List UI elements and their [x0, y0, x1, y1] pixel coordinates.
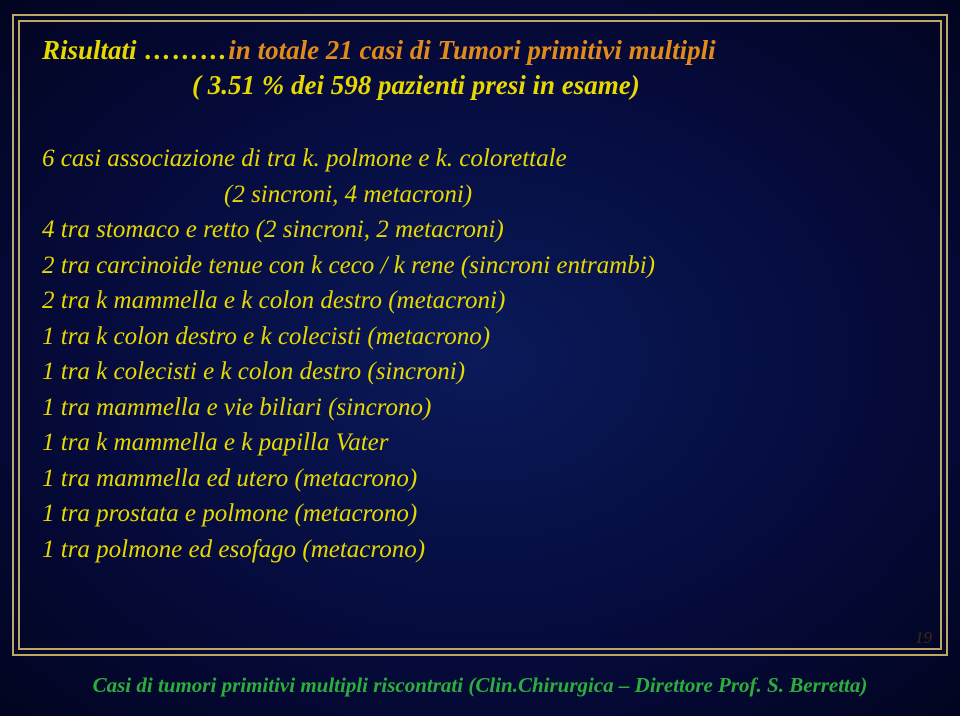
title-word-risultati: Risultati: [42, 35, 137, 65]
list-item: 1 tra k mammella e k papilla Vater: [42, 425, 918, 461]
slide-title: Risultati ………in totale 21 casi di Tumori…: [42, 32, 918, 68]
slide-footer: Casi di tumori primitivi multipli riscon…: [0, 673, 960, 698]
list-item: 1 tra k colon destro e k colecisti (meta…: [42, 319, 918, 355]
list-item: 2 tra k mammella e k colon destro (metac…: [42, 283, 918, 319]
list-item: 1 tra polmone ed esofago (metacrono): [42, 532, 918, 568]
slide-subtitle: ( 3.51 % dei 598 pazienti presi in esame…: [192, 70, 918, 101]
list-item: 1 tra mammella e vie biliari (sincrono): [42, 390, 918, 426]
title-dots: ………: [137, 35, 229, 65]
results-list: 6 casi associazione di tra k. polmone e …: [42, 141, 918, 567]
page-number: 19: [915, 628, 932, 648]
slide-content: Risultati ………in totale 21 casi di Tumori…: [18, 20, 942, 650]
list-item: 6 casi associazione di tra k. polmone e …: [42, 141, 918, 177]
list-item: 1 tra mammella ed utero (metacrono): [42, 461, 918, 497]
list-item: 1 tra k colecisti e k colon destro (sinc…: [42, 354, 918, 390]
title-rest: in totale 21 casi di Tumori primitivi mu…: [228, 35, 715, 65]
list-item: 4 tra stomaco e retto (2 sincroni, 2 met…: [42, 212, 918, 248]
list-item: (2 sincroni, 4 metacroni): [224, 177, 918, 213]
list-item: 2 tra carcinoide tenue con k ceco / k re…: [42, 248, 918, 284]
list-item: 1 tra prostata e polmone (metacrono): [42, 496, 918, 532]
